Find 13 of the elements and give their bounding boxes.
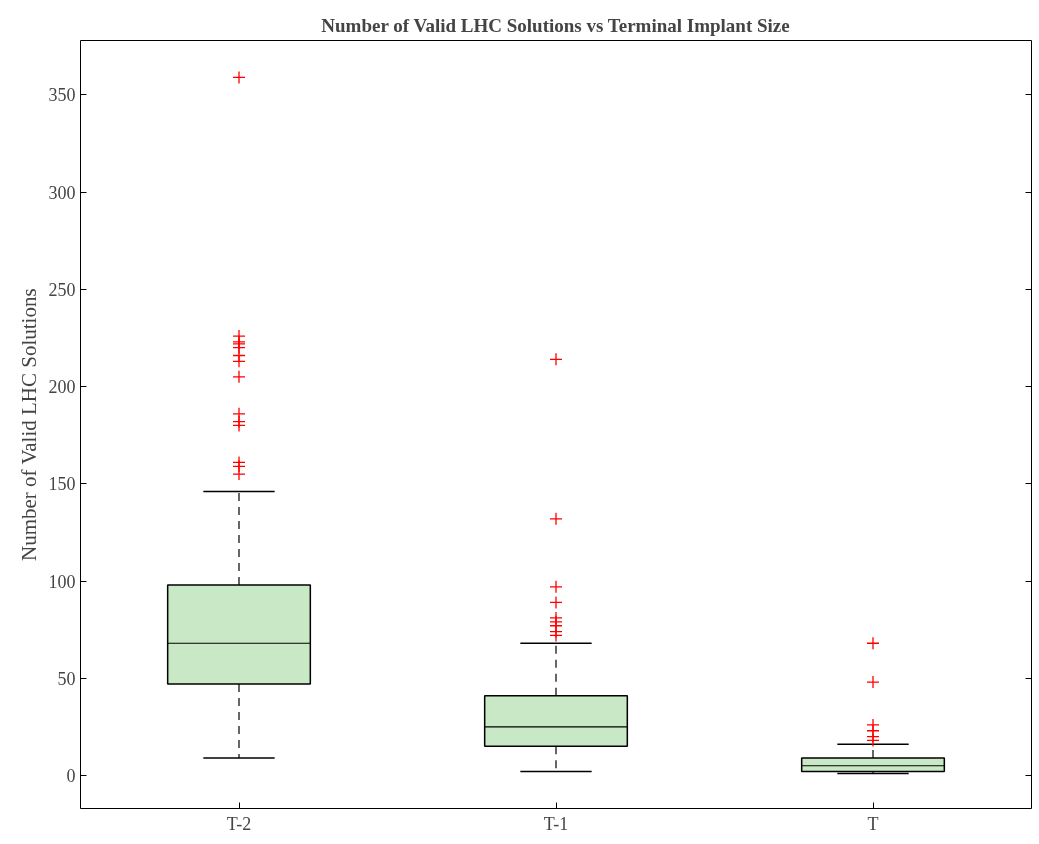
y-tick-label: 50 [57,668,76,689]
chart-title: Number of Valid LHC Solutions vs Terminal Implant Size [321,14,790,36]
y-tick-label: 300 [48,182,76,203]
y-tick-label: 0 [66,765,76,786]
y-tick-label: 100 [48,571,76,592]
y-tick-label: 150 [48,474,76,495]
y-tick-label: 200 [48,377,76,398]
x-tick-label: T-1 [543,813,569,834]
y-tick-label: 250 [48,279,76,300]
y-tick-label: 350 [48,85,76,106]
y-axis-title: Number of Valid LHC Solutions [16,288,41,561]
x-tick-label: T-2 [226,813,252,834]
x-tick-label: T [867,813,879,834]
